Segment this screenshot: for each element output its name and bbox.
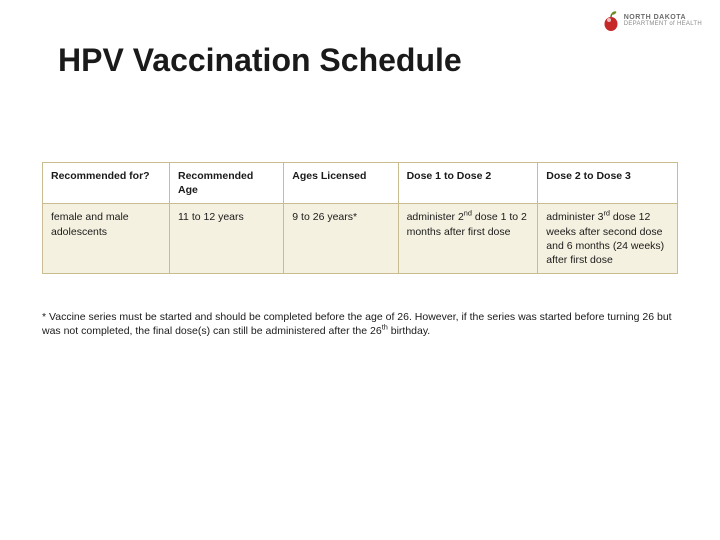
col-header: Recommended Age [170,163,284,204]
schedule-table: Recommended for? Recommended Age Ages Li… [42,162,678,274]
apple-icon [602,8,620,32]
col-header: Recommended for? [43,163,170,204]
table-header-row: Recommended for? Recommended Age Ages Li… [43,163,678,204]
cell: administer 3rd dose 12 weeks after secon… [538,204,678,274]
logo-text: NORTH DAKOTA DEPARTMENT of HEALTH [624,14,702,27]
cell: administer 2nd dose 1 to 2 months after … [398,204,538,274]
cell: female and male adolescents [43,204,170,274]
cell: 9 to 26 years* [284,204,398,274]
logo-line1: NORTH DAKOTA [624,14,702,21]
title-text: HPV Vaccination Schedule [58,42,462,78]
col-header: Dose 2 to Dose 3 [538,163,678,204]
brand-logo: NORTH DAKOTA DEPARTMENT of HEALTH [602,8,702,32]
table-row: female and male adolescents 11 to 12 yea… [43,204,678,274]
page-title: HPV Vaccination Schedule [58,42,462,79]
schedule-table-wrap: Recommended for? Recommended Age Ages Li… [42,162,678,274]
logo-line2: DEPARTMENT of HEALTH [624,21,702,27]
col-header: Dose 1 to Dose 2 [398,163,538,204]
col-header: Ages Licensed [284,163,398,204]
cell: 11 to 12 years [170,204,284,274]
slide-page: NORTH DAKOTA DEPARTMENT of HEALTH HPV Va… [0,0,720,540]
footnote-text: * Vaccine series must be started and sho… [42,310,678,338]
